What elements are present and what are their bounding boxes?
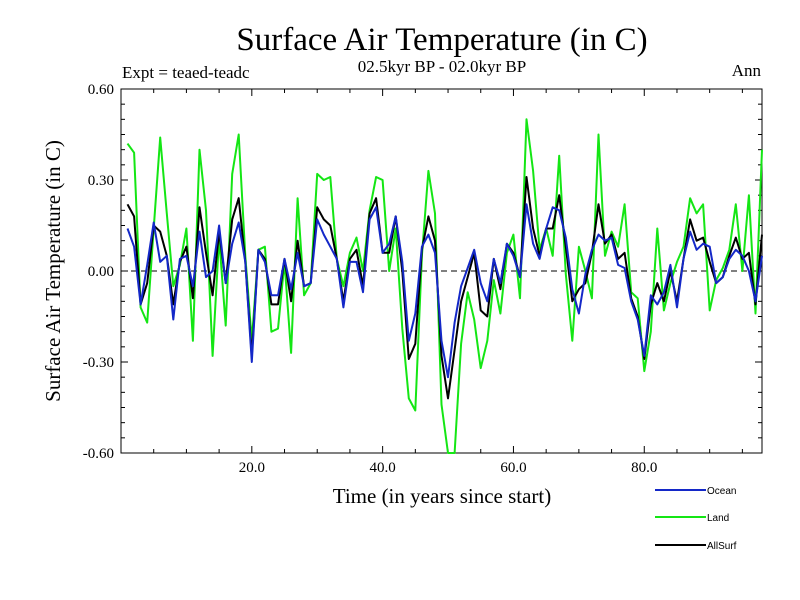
legend-label-allsurf: AllSurf xyxy=(707,541,737,552)
legend-label-land: Land xyxy=(707,513,729,524)
subtitle-right: Ann xyxy=(732,61,762,80)
series-line-land xyxy=(126,118,763,454)
subtitle-left: Expt = teaed-teadc xyxy=(122,63,250,82)
axis-ticks: 20.0 40.0 60.0 80.0 -0.60 -0.30 0.00 0.30 0.60 xyxy=(83,82,762,476)
y-tick-label: 0.30 xyxy=(88,173,114,189)
y-axis-label: Surface Air Temperature (in C) xyxy=(41,140,65,402)
chart-title: Surface Air Temperature (in C) xyxy=(236,22,647,58)
subtitle-center: 02.5kyr BP - 02.0kyr BP xyxy=(358,57,526,76)
x-tick-label: 60.0 xyxy=(500,460,526,476)
y-tick-label: 0.60 xyxy=(88,82,114,98)
legend-label-ocean: Ocean xyxy=(707,486,736,497)
y-tick-label: -0.30 xyxy=(83,355,114,371)
x-tick-label: 40.0 xyxy=(370,460,396,476)
series-line-allsurf xyxy=(126,176,763,400)
y-tick-label: -0.60 xyxy=(83,446,114,462)
series-line-ocean xyxy=(126,203,763,379)
x-tick-label: 80.0 xyxy=(631,460,657,476)
x-tick-label: 20.0 xyxy=(239,460,265,476)
series-group xyxy=(126,118,763,454)
legend: Ocean Land AllSurf xyxy=(655,486,737,552)
y-tick-label: 0.00 xyxy=(88,264,114,280)
x-axis-label: Time (in years since start) xyxy=(333,484,552,508)
